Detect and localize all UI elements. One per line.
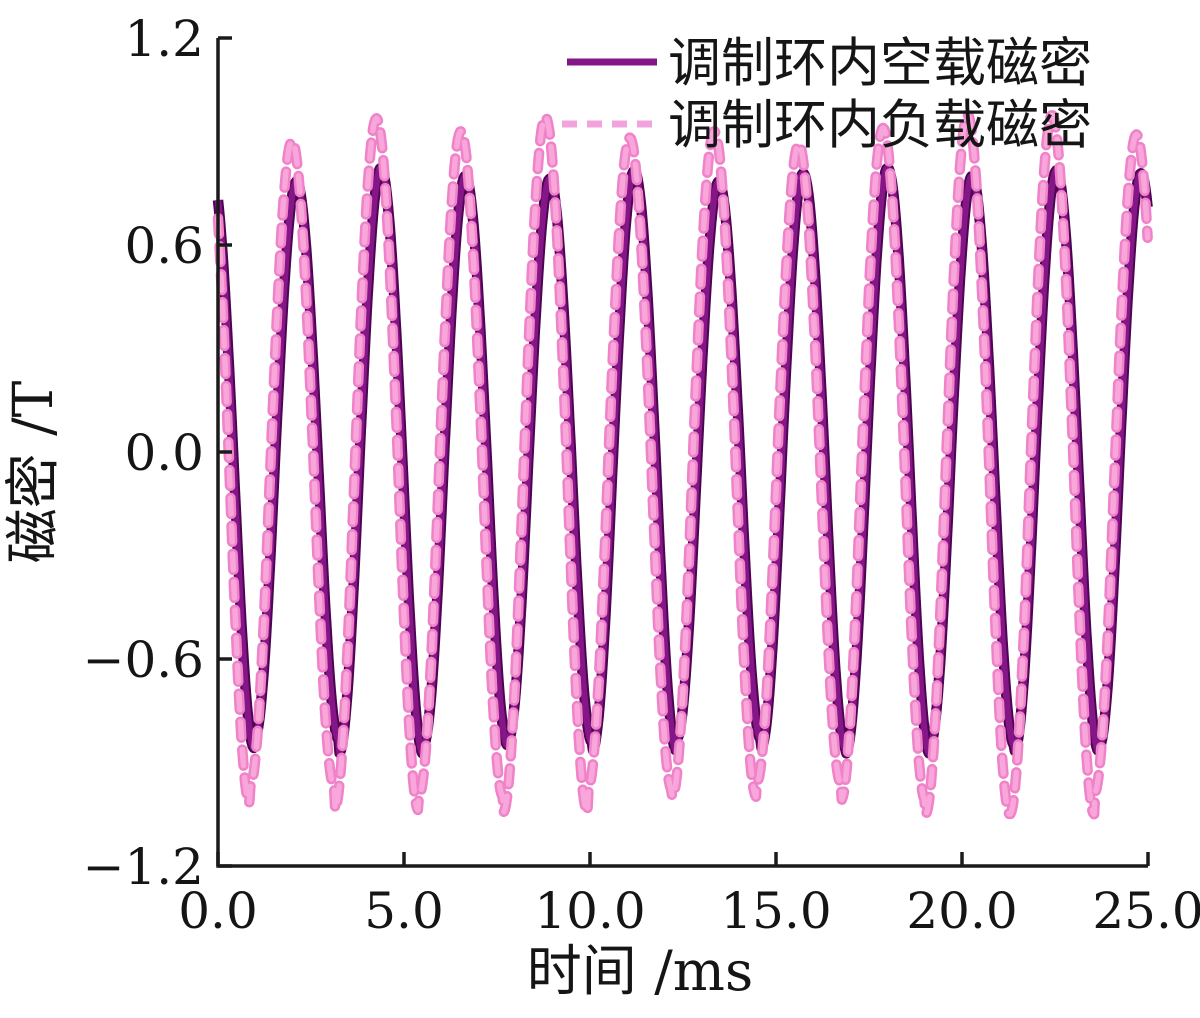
x-tick-label: 10.0 [534,882,645,940]
x-tick-label: 0.0 [178,882,258,940]
legend: 调制环内空载磁密 调制环内负载磁密 [562,33,1092,156]
x-tick-labels: 0.0 5.0 10.0 15.0 20.0 25.0 [178,882,1200,940]
series-group [212,109,1153,820]
y-tick-label: −1.2 [83,838,204,896]
x-axis-title: 时间 /ms [527,939,753,1003]
x-tick-label: 5.0 [364,882,444,940]
legend-label-no-load: 调制环内空载磁密 [668,33,1092,94]
x-tick-label: 20.0 [906,882,1017,940]
legend-label-load: 调制环内负载磁密 [668,95,1092,156]
y-tick-label: 0.0 [124,424,204,482]
x-tick-label: 15.0 [720,882,831,940]
y-tick-label: −0.6 [83,631,204,689]
y-tick-label: 1.2 [124,10,204,68]
y-tick-labels: 1.2 0.6 0.0 −0.6 −1.2 [83,10,204,896]
y-axis-title: 磁密 /T [1,380,65,563]
x-tick-label: 25.0 [1092,882,1200,940]
series-load-line [215,112,1151,817]
axes-frame [216,36,1150,868]
y-tick-label: 0.6 [124,217,204,275]
